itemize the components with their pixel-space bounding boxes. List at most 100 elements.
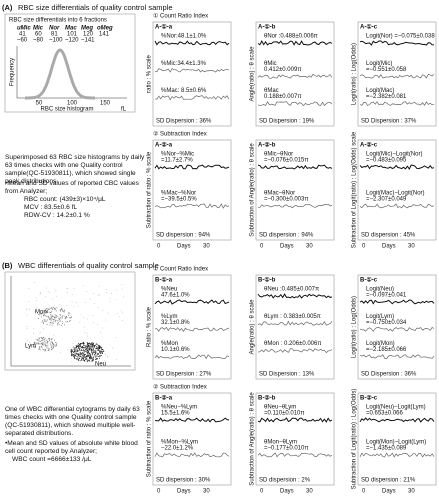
cytogram-dot bbox=[98, 294, 100, 295]
cytogram-dot bbox=[67, 349, 68, 351]
cytogram-dot bbox=[80, 353, 82, 355]
cytogram-dot bbox=[115, 299, 117, 300]
cytogram-dot bbox=[81, 339, 83, 341]
cytogram-dot bbox=[78, 355, 80, 357]
cytogram-dot bbox=[61, 309, 63, 311]
cytogram-dot bbox=[40, 292, 41, 294]
cytogram-dot bbox=[78, 347, 80, 349]
cytogram-dot bbox=[52, 298, 54, 300]
cytogram-dot bbox=[57, 315, 59, 317]
cytogram-dot bbox=[38, 343, 40, 345]
cytogram-dot bbox=[95, 358, 97, 360]
cytogram-dot bbox=[99, 355, 101, 357]
panel-id: B-②-b bbox=[258, 395, 276, 402]
cytogram-dot bbox=[43, 323, 45, 325]
cytogram-dot bbox=[48, 349, 50, 351]
fraction-from: 120 bbox=[83, 32, 94, 38]
cytogram-dot bbox=[73, 348, 75, 350]
panel-id: B-①-b bbox=[258, 277, 276, 284]
cytogram-dot bbox=[61, 317, 63, 319]
cytogram-dot bbox=[51, 310, 53, 312]
cytogram-dot bbox=[83, 285, 84, 287]
panel-id: A-①-c bbox=[360, 24, 378, 31]
cytogram-dot bbox=[82, 358, 84, 360]
series-label: Logit(Mic)−Logit(Nor) bbox=[366, 152, 423, 158]
cytogram-dot bbox=[38, 313, 40, 315]
cytogram-dot bbox=[52, 308, 54, 310]
cytogram-dot bbox=[37, 339, 39, 341]
panel-y-label: Subtraction of ratio : % scale bbox=[147, 151, 153, 228]
cytogram-dot bbox=[41, 337, 42, 338]
cytogram-dot bbox=[82, 357, 83, 359]
cytogram-dot bbox=[44, 312, 46, 314]
cytogram-dot bbox=[75, 353, 77, 355]
cytogram-dot bbox=[92, 356, 94, 358]
cytogram-dot bbox=[64, 315, 66, 317]
trend-line bbox=[257, 203, 333, 209]
series-label: %Nor:48.1±1.0% bbox=[161, 34, 207, 40]
cytogram-dot bbox=[75, 346, 77, 348]
cytogram-dot bbox=[44, 337, 46, 339]
cytogram-dot bbox=[87, 346, 89, 348]
series-label: =−0.076±0.015π bbox=[264, 158, 308, 164]
cytogram-dot bbox=[74, 349, 76, 351]
cytogram-dot bbox=[122, 312, 123, 314]
x-tick-label: 0 bbox=[260, 244, 264, 250]
cytogram-dot bbox=[68, 314, 70, 316]
cytogram-dot bbox=[99, 352, 101, 354]
trend-line bbox=[154, 40, 230, 46]
cytogram-dot bbox=[81, 349, 83, 351]
plot-frame bbox=[4, 13, 136, 113]
cytogram-dot bbox=[78, 350, 80, 352]
description: Superimposed 63 RBC size histograms by d… bbox=[5, 154, 145, 185]
cytogram-dot bbox=[74, 351, 76, 353]
cytogram-dot bbox=[34, 345, 36, 347]
series-label: =−1.435±0.089 bbox=[366, 446, 407, 452]
cytogram-dot bbox=[102, 327, 104, 329]
cytogram-dot bbox=[102, 350, 104, 352]
x-tick-label: 0 bbox=[157, 244, 161, 250]
trend-line bbox=[257, 293, 333, 299]
cytogram-dot bbox=[80, 359, 82, 361]
index-title: ② Subtraction Index bbox=[153, 384, 207, 391]
cytogram-dot bbox=[68, 311, 70, 313]
cytogram-dot bbox=[96, 355, 98, 357]
cytogram-dot bbox=[74, 356, 76, 358]
cytogram-dot bbox=[87, 352, 89, 354]
trend-line bbox=[359, 73, 435, 79]
cytogram-dot bbox=[77, 348, 79, 350]
fraction-to: ~141 bbox=[81, 38, 95, 44]
x-tick-label: 30 bbox=[203, 489, 210, 495]
cytogram-dot bbox=[93, 347, 95, 349]
cytogram-dot bbox=[46, 340, 48, 342]
cytogram-dot bbox=[48, 307, 50, 309]
panel-footer: SD dispersion : 94% bbox=[156, 233, 211, 239]
cytogram-dot bbox=[59, 309, 61, 311]
cytogram-dot bbox=[105, 354, 106, 356]
cytogram-dot bbox=[62, 321, 64, 323]
series-label: =−2.382±0.081 bbox=[366, 94, 407, 100]
cytogram-dot bbox=[81, 347, 83, 349]
cytogram-dot bbox=[86, 332, 88, 334]
cytogram-dot bbox=[102, 309, 104, 311]
cytogram-dot bbox=[93, 293, 95, 295]
cytogram-dot bbox=[70, 354, 72, 356]
cytogram-dot bbox=[61, 322, 63, 324]
cytogram-dot bbox=[42, 342, 44, 344]
trend-line bbox=[257, 164, 333, 170]
cytogram-dot bbox=[49, 321, 51, 323]
cytogram-dot bbox=[26, 314, 28, 316]
panel-id: A-①-a bbox=[155, 24, 173, 31]
panel-frame bbox=[255, 21, 335, 127]
cytogram-dot bbox=[90, 355, 92, 357]
cytogram-dot bbox=[102, 349, 104, 351]
cytogram-dot bbox=[88, 346, 90, 348]
cytogram-dot bbox=[71, 301, 73, 302]
cytogram-dot bbox=[45, 309, 47, 311]
cytogram-dot bbox=[53, 320, 55, 322]
x-tick-label: 30 bbox=[306, 244, 313, 250]
cytogram-dot bbox=[72, 354, 74, 356]
cytogram-dot bbox=[84, 356, 86, 358]
trend-line bbox=[154, 326, 230, 332]
cytogram-dot bbox=[72, 293, 74, 295]
